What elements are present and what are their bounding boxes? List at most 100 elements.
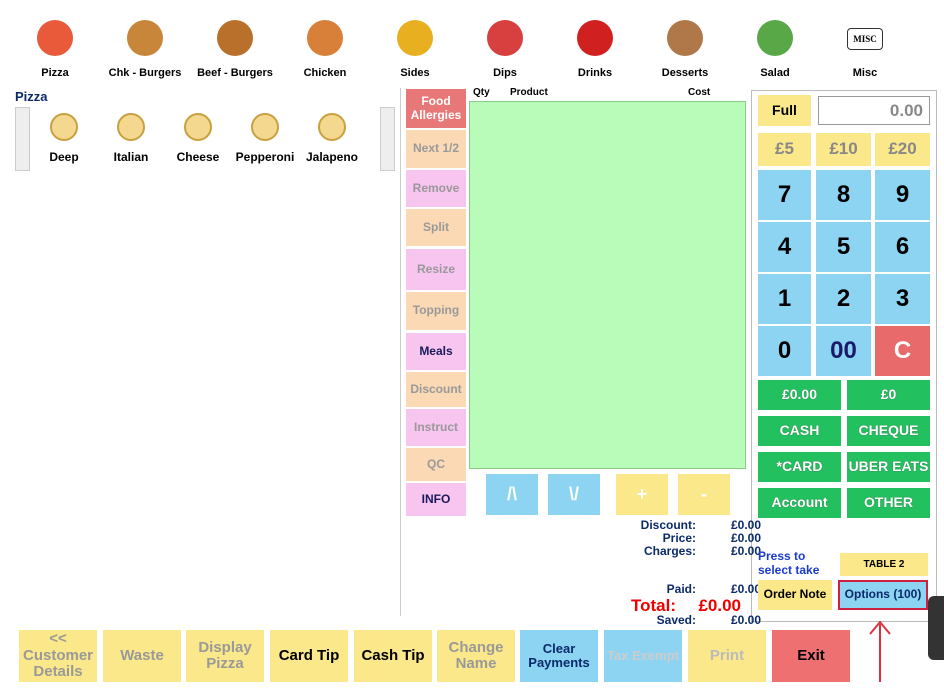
category-icon[interactable]: MISC [847,28,883,50]
nav-button[interactable]: + [616,474,668,515]
payment-button[interactable]: UBER EATS [847,452,930,482]
total-label: Total: [630,596,676,615]
side-button[interactable]: Split [406,209,466,246]
red-arrow [869,620,891,682]
keypad-key[interactable]: 0 [758,326,811,376]
bottom-button[interactable]: << Customer Details [19,630,97,682]
item-label[interactable]: Jalapeno [305,150,359,164]
category-icon[interactable] [307,20,343,56]
category-icon[interactable] [37,20,73,56]
item-icon[interactable] [50,113,78,141]
order-note[interactable]: Order Note [758,580,832,610]
keypad-key[interactable]: 4 [758,222,811,272]
category-label[interactable]: Misc [852,67,878,79]
total-label: Discount: [640,518,696,532]
nav-button[interactable]: - [678,474,730,515]
category-icon[interactable] [127,20,163,56]
quick-cash[interactable]: £20 [875,133,930,166]
payment-panel [751,90,937,622]
bottom-button[interactable]: Cash Tip [354,630,432,682]
total-value: £0.00 [730,582,761,596]
side-button[interactable]: INFO [406,483,466,516]
category-icon[interactable] [217,20,253,56]
keypad-key[interactable]: 00 [816,326,871,376]
category-label[interactable]: Desserts [661,67,709,79]
side-button[interactable]: Topping [406,292,466,330]
payment-button[interactable]: £0 [847,380,930,410]
total-label: Price: [662,531,696,545]
payment-button[interactable]: CHEQUE [847,416,930,446]
bottom-button[interactable]: Print [688,630,766,682]
side-button[interactable]: Food Allergies [406,89,466,128]
side-button[interactable]: Discount [406,372,466,407]
total-value: £0.00 [730,544,761,558]
category-label[interactable]: Dips [493,67,517,79]
side-tab[interactable] [928,596,944,660]
payment-button[interactable]: CASH [758,416,841,446]
quick-cash[interactable]: £5 [758,133,811,166]
category-label[interactable]: Sides [400,67,430,79]
category-label[interactable]: Salad [760,67,790,79]
full-button[interactable]: Full [758,95,811,126]
item-label[interactable]: Italian [113,150,149,164]
side-button[interactable]: Remove [406,170,466,207]
order-header: Qty [473,87,490,98]
order-header: Cost [688,87,711,98]
options-button[interactable]: Options (100) [838,580,928,610]
bottom-button[interactable]: Card Tip [270,630,348,682]
category-icon[interactable] [667,20,703,56]
take-prompt: Press to select take [758,549,820,577]
keypad-key[interactable]: 3 [875,274,930,324]
keypad-key[interactable]: 1 [758,274,811,324]
amount-display: 0.00 [818,96,930,125]
item-icon[interactable] [184,113,212,141]
scroll-left[interactable] [15,107,30,171]
category-label[interactable]: Beef - Burgers [197,67,273,79]
category-label[interactable]: Chk - Burgers [108,67,182,79]
nav-button[interactable]: \/ [548,474,600,515]
category-label[interactable]: Chicken [303,67,347,79]
category-icon[interactable] [487,20,523,56]
item-icon[interactable] [318,113,346,141]
item-label[interactable]: Cheese [176,150,220,164]
side-button[interactable]: Meals [406,333,466,370]
payment-button[interactable]: Account [758,488,841,518]
payment-button[interactable]: *CARD [758,452,841,482]
category-icon[interactable] [757,20,793,56]
bottom-button[interactable]: Display Pizza [186,630,264,682]
bottom-button[interactable]: Tax Exempt [604,630,682,682]
payment-button[interactable]: £0.00 [758,380,841,410]
keypad-key[interactable]: 7 [758,170,811,220]
keypad-key[interactable]: 8 [816,170,871,220]
order-list[interactable] [469,101,746,469]
keypad-key[interactable]: 5 [816,222,871,272]
keypad-key[interactable]: C [875,326,930,376]
side-button[interactable]: Instruct [406,409,466,446]
payment-button[interactable]: OTHER [847,488,930,518]
side-button[interactable]: Resize [406,249,466,290]
bottom-button[interactable]: Waste [103,630,181,682]
keypad-key[interactable]: 2 [816,274,871,324]
total-value: £0.00 [730,518,761,532]
bottom-button[interactable]: Change Name [437,630,515,682]
item-icon[interactable] [251,113,279,141]
category-label[interactable]: Pizza [41,67,69,79]
side-button[interactable]: QC [406,448,466,481]
item-label[interactable]: Pepperoni [235,150,295,164]
bottom-button[interactable]: Exit [772,630,850,682]
side-button[interactable]: Next 1/2 [406,130,466,168]
scroll-right[interactable] [380,107,395,171]
order-header: Product [510,87,548,98]
category-icon[interactable] [577,20,613,56]
category-icon[interactable] [397,20,433,56]
keypad-key[interactable]: 6 [875,222,930,272]
table-button[interactable]: TABLE 2 [840,553,928,576]
quick-cash[interactable]: £10 [816,133,871,166]
bottom-button[interactable]: Clear Payments [520,630,598,682]
nav-button[interactable]: /\ [486,474,538,515]
keypad-key[interactable]: 9 [875,170,930,220]
category-label[interactable]: Drinks [577,67,613,79]
item-label[interactable]: Deep [49,150,79,164]
item-icon[interactable] [117,113,145,141]
